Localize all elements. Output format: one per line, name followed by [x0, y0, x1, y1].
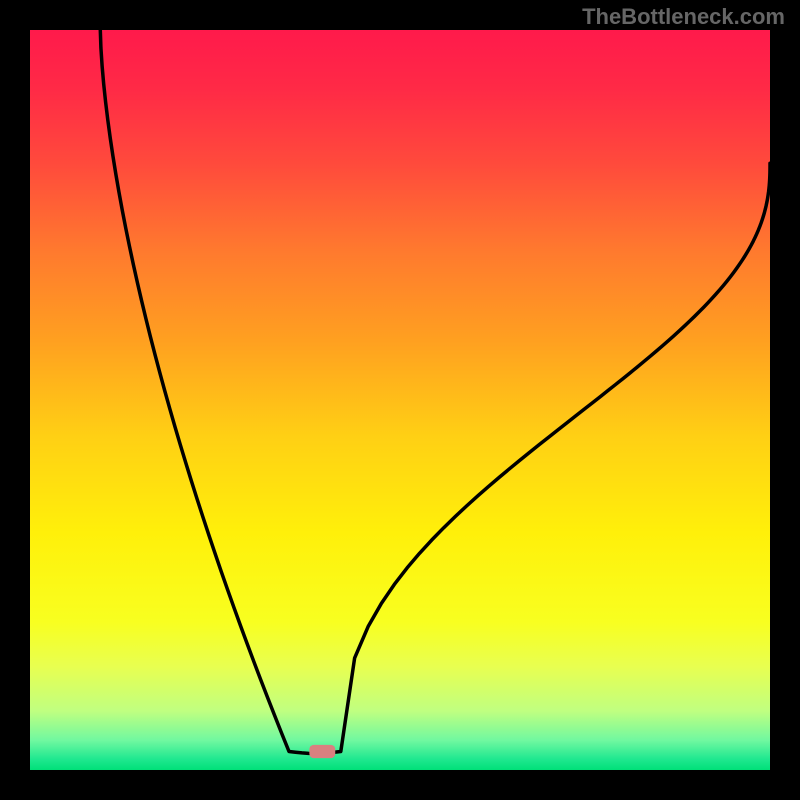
chart-container: TheBottleneck.com — [0, 0, 800, 800]
gradient-background — [30, 30, 770, 770]
watermark-text: TheBottleneck.com — [582, 4, 785, 30]
bottleneck-plot — [30, 30, 770, 770]
apex-marker — [309, 745, 335, 758]
